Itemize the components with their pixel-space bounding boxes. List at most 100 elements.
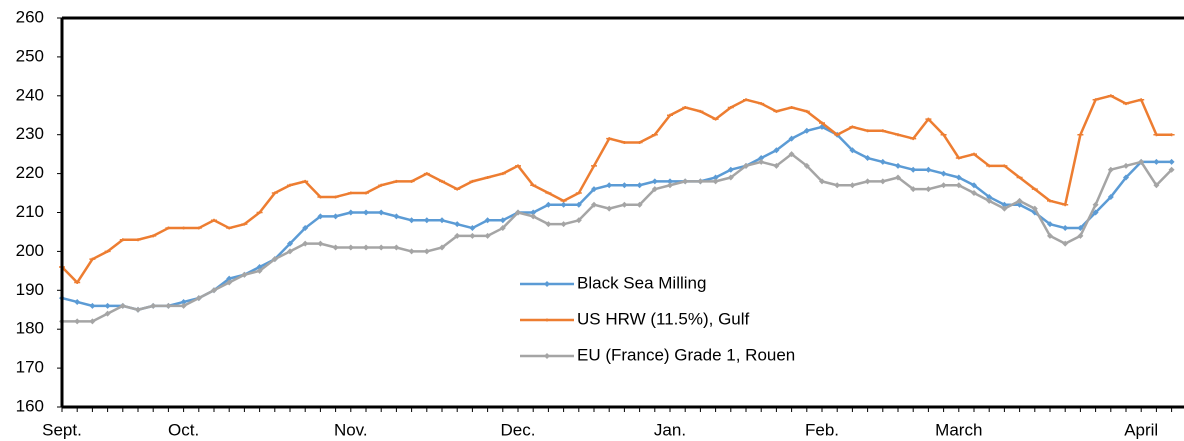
point [499,217,506,224]
point [1092,209,1099,216]
point [302,225,309,232]
point [940,182,947,189]
point [484,217,491,224]
point [89,302,96,309]
point [591,186,597,193]
legend-marker [544,281,550,287]
y-tick-label: 250 [16,46,44,65]
point [925,117,932,121]
point [940,170,947,177]
point [545,191,552,195]
point [104,310,111,317]
point [104,302,111,309]
point [971,190,977,197]
point [621,201,628,208]
x-tick-label: Nov. [334,420,368,439]
point [1153,182,1160,189]
point [408,248,415,255]
point [1168,166,1175,173]
point [135,238,141,242]
point [651,186,658,193]
y-tick-label: 210 [16,202,44,221]
point [1168,158,1175,165]
point [484,175,491,179]
point [256,211,263,214]
point [469,225,476,232]
point [226,226,233,230]
point [545,201,552,208]
point [150,234,157,238]
point [74,281,81,285]
point [834,182,841,189]
point [986,197,993,204]
point [712,117,719,121]
point [530,209,537,216]
point [302,179,309,183]
point [758,102,765,106]
point [864,155,871,162]
y-tick-label: 190 [16,280,44,299]
point [773,162,780,169]
point [180,298,187,305]
point [317,195,324,199]
point [819,178,825,185]
y-tick-label: 160 [16,396,44,415]
point [150,302,157,309]
point [591,201,597,208]
point [1062,225,1069,232]
point [1062,240,1069,247]
y-tick-label: 240 [16,85,44,104]
point [773,147,780,154]
y-tick-label: 200 [16,241,44,260]
point [408,217,415,224]
point [697,109,704,113]
point [469,232,476,239]
point [1047,232,1053,239]
point [363,244,369,251]
point [1077,225,1084,232]
point [439,179,445,183]
x-tick-label: March [935,420,982,439]
point [971,152,977,156]
point [1092,201,1099,208]
point [788,135,795,142]
point [849,147,856,154]
point [89,257,96,261]
point [1168,133,1175,137]
x-tick-label: Oct. [168,420,199,439]
point [347,209,354,216]
point [74,298,81,305]
point [925,166,932,173]
point [606,205,613,212]
point [530,183,537,187]
point [834,133,841,137]
x-tick-label: Dec. [501,420,536,439]
point [925,186,932,193]
point [211,287,217,294]
point [743,98,749,102]
point [575,217,582,224]
point [727,174,734,181]
point [910,137,917,141]
point [423,172,430,176]
x-tick-label: Feb. [805,420,839,439]
point [454,232,461,239]
point [560,199,567,203]
point [606,182,613,189]
point [895,133,901,137]
point [211,218,217,222]
point [271,256,278,263]
point [195,226,202,230]
point [287,248,293,255]
point [986,193,993,200]
point [1016,175,1023,179]
point [667,178,673,185]
point [560,201,567,208]
point [241,271,248,278]
y-tick-label: 260 [16,7,44,26]
point [484,232,491,239]
point [499,225,506,232]
y-tick-label: 180 [16,319,44,338]
point [940,133,947,137]
point [1123,162,1129,169]
